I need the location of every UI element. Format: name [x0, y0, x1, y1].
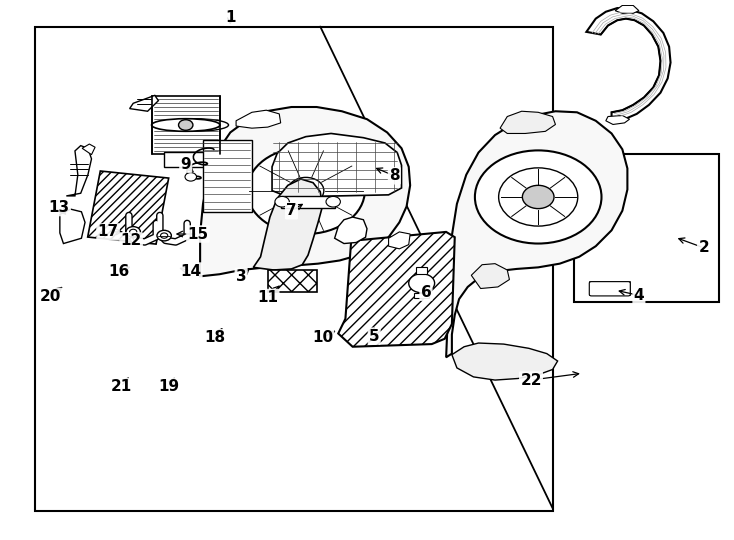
Polygon shape: [236, 110, 280, 128]
Polygon shape: [606, 116, 630, 124]
Circle shape: [157, 231, 171, 241]
Text: 5: 5: [369, 329, 379, 343]
Text: 14: 14: [181, 264, 201, 279]
Text: 8: 8: [389, 168, 399, 183]
Text: 15: 15: [187, 226, 208, 241]
Circle shape: [288, 177, 324, 204]
Circle shape: [475, 151, 601, 244]
Bar: [34, 26, 553, 511]
Bar: [164, 152, 207, 167]
Circle shape: [126, 227, 140, 237]
Circle shape: [178, 120, 193, 130]
Text: 7: 7: [286, 203, 297, 218]
Polygon shape: [500, 111, 556, 133]
Polygon shape: [130, 96, 159, 111]
Polygon shape: [586, 8, 671, 121]
Polygon shape: [335, 217, 367, 244]
Bar: [280, 196, 335, 207]
Text: 12: 12: [120, 233, 142, 248]
Circle shape: [498, 168, 578, 226]
Circle shape: [161, 233, 168, 238]
Bar: [203, 140, 252, 212]
Ellipse shape: [151, 119, 220, 131]
Circle shape: [409, 274, 435, 293]
Polygon shape: [388, 232, 410, 249]
Text: 21: 21: [110, 379, 131, 394]
Bar: [574, 153, 719, 302]
Polygon shape: [446, 111, 628, 357]
Text: 18: 18: [204, 330, 225, 345]
Text: 9: 9: [181, 157, 191, 172]
FancyBboxPatch shape: [589, 282, 631, 296]
Polygon shape: [253, 179, 322, 270]
Ellipse shape: [160, 119, 228, 131]
Text: 11: 11: [257, 290, 278, 305]
Text: 1: 1: [225, 10, 236, 24]
Polygon shape: [471, 264, 509, 288]
Text: 3: 3: [236, 269, 247, 284]
Text: 22: 22: [520, 373, 542, 388]
Polygon shape: [66, 146, 92, 196]
Polygon shape: [200, 107, 410, 276]
Text: 6: 6: [421, 285, 432, 300]
Polygon shape: [415, 293, 429, 298]
FancyBboxPatch shape: [87, 171, 169, 244]
Text: 20: 20: [40, 289, 61, 304]
Polygon shape: [272, 133, 401, 197]
Polygon shape: [452, 343, 558, 380]
Polygon shape: [60, 209, 85, 244]
Text: 10: 10: [312, 330, 333, 345]
Text: 4: 4: [633, 288, 644, 303]
Circle shape: [275, 197, 289, 207]
Circle shape: [247, 147, 365, 234]
Text: 19: 19: [159, 379, 180, 394]
Polygon shape: [416, 267, 427, 274]
Polygon shape: [338, 232, 455, 347]
Bar: [590, 282, 630, 295]
Circle shape: [130, 230, 137, 234]
Circle shape: [185, 173, 197, 181]
Bar: [269, 270, 317, 292]
Circle shape: [326, 197, 341, 207]
Text: 17: 17: [98, 225, 119, 239]
Polygon shape: [82, 144, 95, 154]
Text: 2: 2: [698, 240, 709, 255]
Polygon shape: [615, 5, 639, 14]
Bar: [151, 97, 220, 153]
Circle shape: [523, 185, 554, 208]
Text: 16: 16: [108, 264, 129, 279]
Text: 13: 13: [48, 200, 70, 215]
